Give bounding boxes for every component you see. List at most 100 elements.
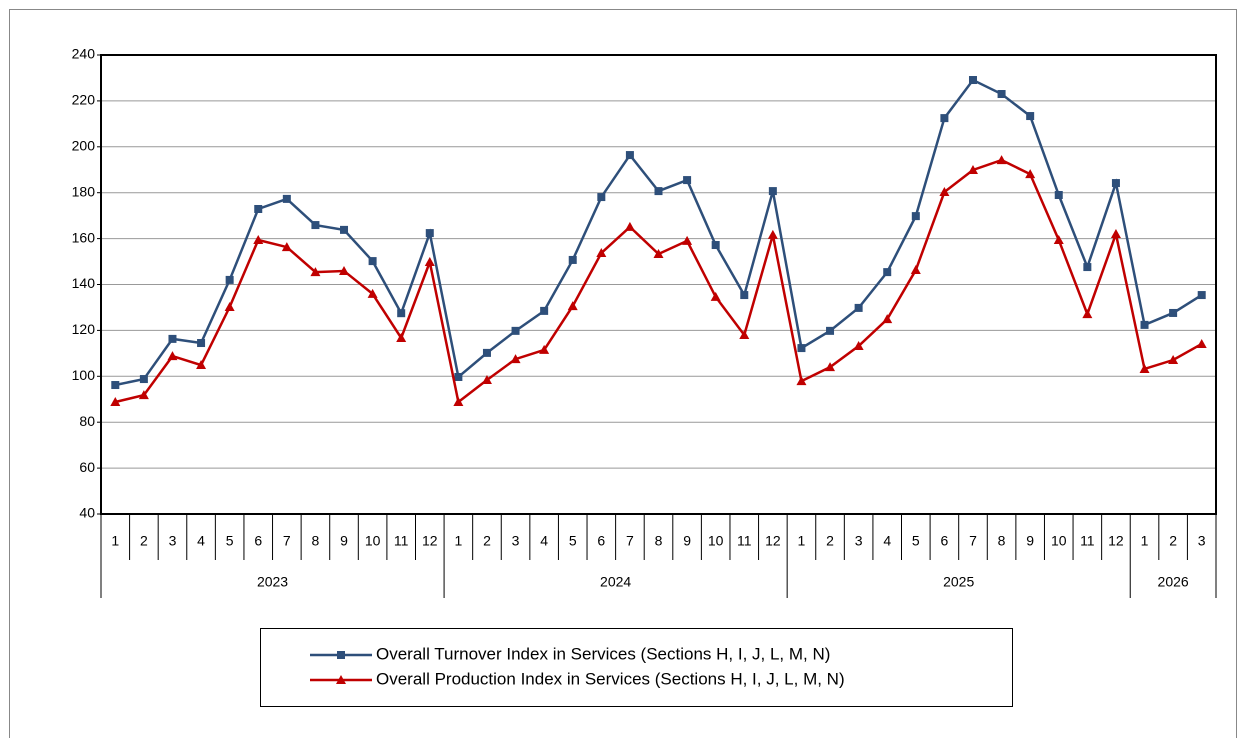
data-point <box>1110 229 1121 239</box>
data-point <box>854 303 863 312</box>
data-point <box>168 334 177 343</box>
data-point <box>339 265 350 275</box>
data-point <box>196 360 207 370</box>
data-point <box>282 194 291 203</box>
plot-border <box>100 54 1217 515</box>
x-tick-label: 6 <box>597 533 605 549</box>
data-point <box>968 76 977 85</box>
group-label: 2024 <box>600 574 631 590</box>
group-label: 2026 <box>1158 574 1189 590</box>
series-line <box>115 158 1203 405</box>
x-tick-label: 11 <box>1080 533 1095 549</box>
data-point <box>853 341 864 351</box>
data-point <box>254 204 263 213</box>
chart-frame <box>9 9 1237 743</box>
data-point <box>911 212 920 221</box>
data-point <box>110 397 121 407</box>
data-point <box>425 229 434 238</box>
data-point <box>539 344 550 354</box>
x-tick-label: 4 <box>197 533 205 549</box>
x-tick-label: 4 <box>540 533 548 549</box>
data-point <box>740 291 749 300</box>
legend-label: Overall Turnover Index in Services (Sect… <box>376 644 830 663</box>
data-point <box>396 332 407 342</box>
data-point <box>310 267 321 277</box>
data-point <box>967 164 978 174</box>
x-tick-label: 3 <box>855 533 863 549</box>
data-point <box>453 397 464 407</box>
x-tick-label: 9 <box>1026 533 1034 549</box>
data-point <box>368 257 377 266</box>
data-point <box>825 362 836 372</box>
x-tick-label: 1 <box>454 533 462 549</box>
x-tick-label: 11 <box>394 533 409 549</box>
x-tick-label: 6 <box>940 533 948 549</box>
data-point <box>1140 320 1149 329</box>
data-point <box>996 155 1007 165</box>
data-point <box>510 354 521 364</box>
data-point <box>710 291 721 301</box>
data-point <box>481 374 492 384</box>
data-point <box>939 187 950 197</box>
data-point <box>739 329 750 339</box>
data-point <box>625 151 634 160</box>
data-point <box>1197 291 1206 300</box>
data-point <box>683 176 692 185</box>
data-point <box>167 351 178 361</box>
data-point <box>567 301 578 311</box>
series-line <box>115 78 1203 387</box>
y-tick-label: 240 <box>72 46 96 62</box>
y-tick-label: 140 <box>72 275 96 291</box>
x-tick-label: 8 <box>312 533 320 549</box>
y-tick-label: 180 <box>72 183 96 199</box>
x-tick-label: 4 <box>883 533 891 549</box>
data-point <box>1196 338 1207 348</box>
data-point <box>940 114 949 123</box>
data-point <box>596 248 607 258</box>
data-point <box>1083 263 1092 272</box>
x-tick-label: 12 <box>1108 533 1124 549</box>
data-point <box>997 90 1006 99</box>
x-tick-label: 9 <box>683 533 691 549</box>
x-tick-label: 10 <box>708 533 724 549</box>
x-tick-label: 6 <box>254 533 262 549</box>
data-point <box>311 221 320 230</box>
data-point <box>653 248 664 258</box>
x-tick-label: 7 <box>626 533 634 549</box>
data-point <box>1026 112 1035 121</box>
data-point <box>397 309 406 318</box>
data-point <box>197 339 206 348</box>
data-point <box>883 268 892 277</box>
x-tick-label: 11 <box>737 533 752 549</box>
x-tick-label: 7 <box>969 533 977 549</box>
y-tick-label: 40 <box>79 505 95 521</box>
x-tick-label: 5 <box>912 533 920 549</box>
x-tick-label: 3 <box>512 533 520 549</box>
x-tick-label: 10 <box>1051 533 1067 549</box>
data-point <box>910 265 921 275</box>
legend-box <box>260 628 1013 707</box>
data-point <box>768 187 777 196</box>
data-point <box>340 225 349 234</box>
data-point <box>597 193 606 202</box>
x-tick-label: 12 <box>422 533 438 549</box>
x-tick-label: 5 <box>569 533 577 549</box>
data-point <box>224 301 235 311</box>
data-point <box>424 257 435 267</box>
group-label: 2023 <box>257 574 288 590</box>
data-point <box>796 376 807 386</box>
data-point <box>882 314 893 324</box>
x-tick-label: 12 <box>765 533 781 549</box>
legend-marker <box>336 675 346 684</box>
data-point <box>654 187 663 196</box>
data-point <box>1082 309 1093 319</box>
legend-marker <box>337 651 345 659</box>
data-point <box>826 326 835 335</box>
legend-label: Overall Production Index in Services (Se… <box>376 669 845 688</box>
data-point <box>281 242 292 252</box>
x-tick-label: 10 <box>365 533 381 549</box>
y-tick-label: 160 <box>72 229 96 245</box>
x-tick-label: 8 <box>655 533 663 549</box>
x-tick-label: 2 <box>1169 533 1177 549</box>
